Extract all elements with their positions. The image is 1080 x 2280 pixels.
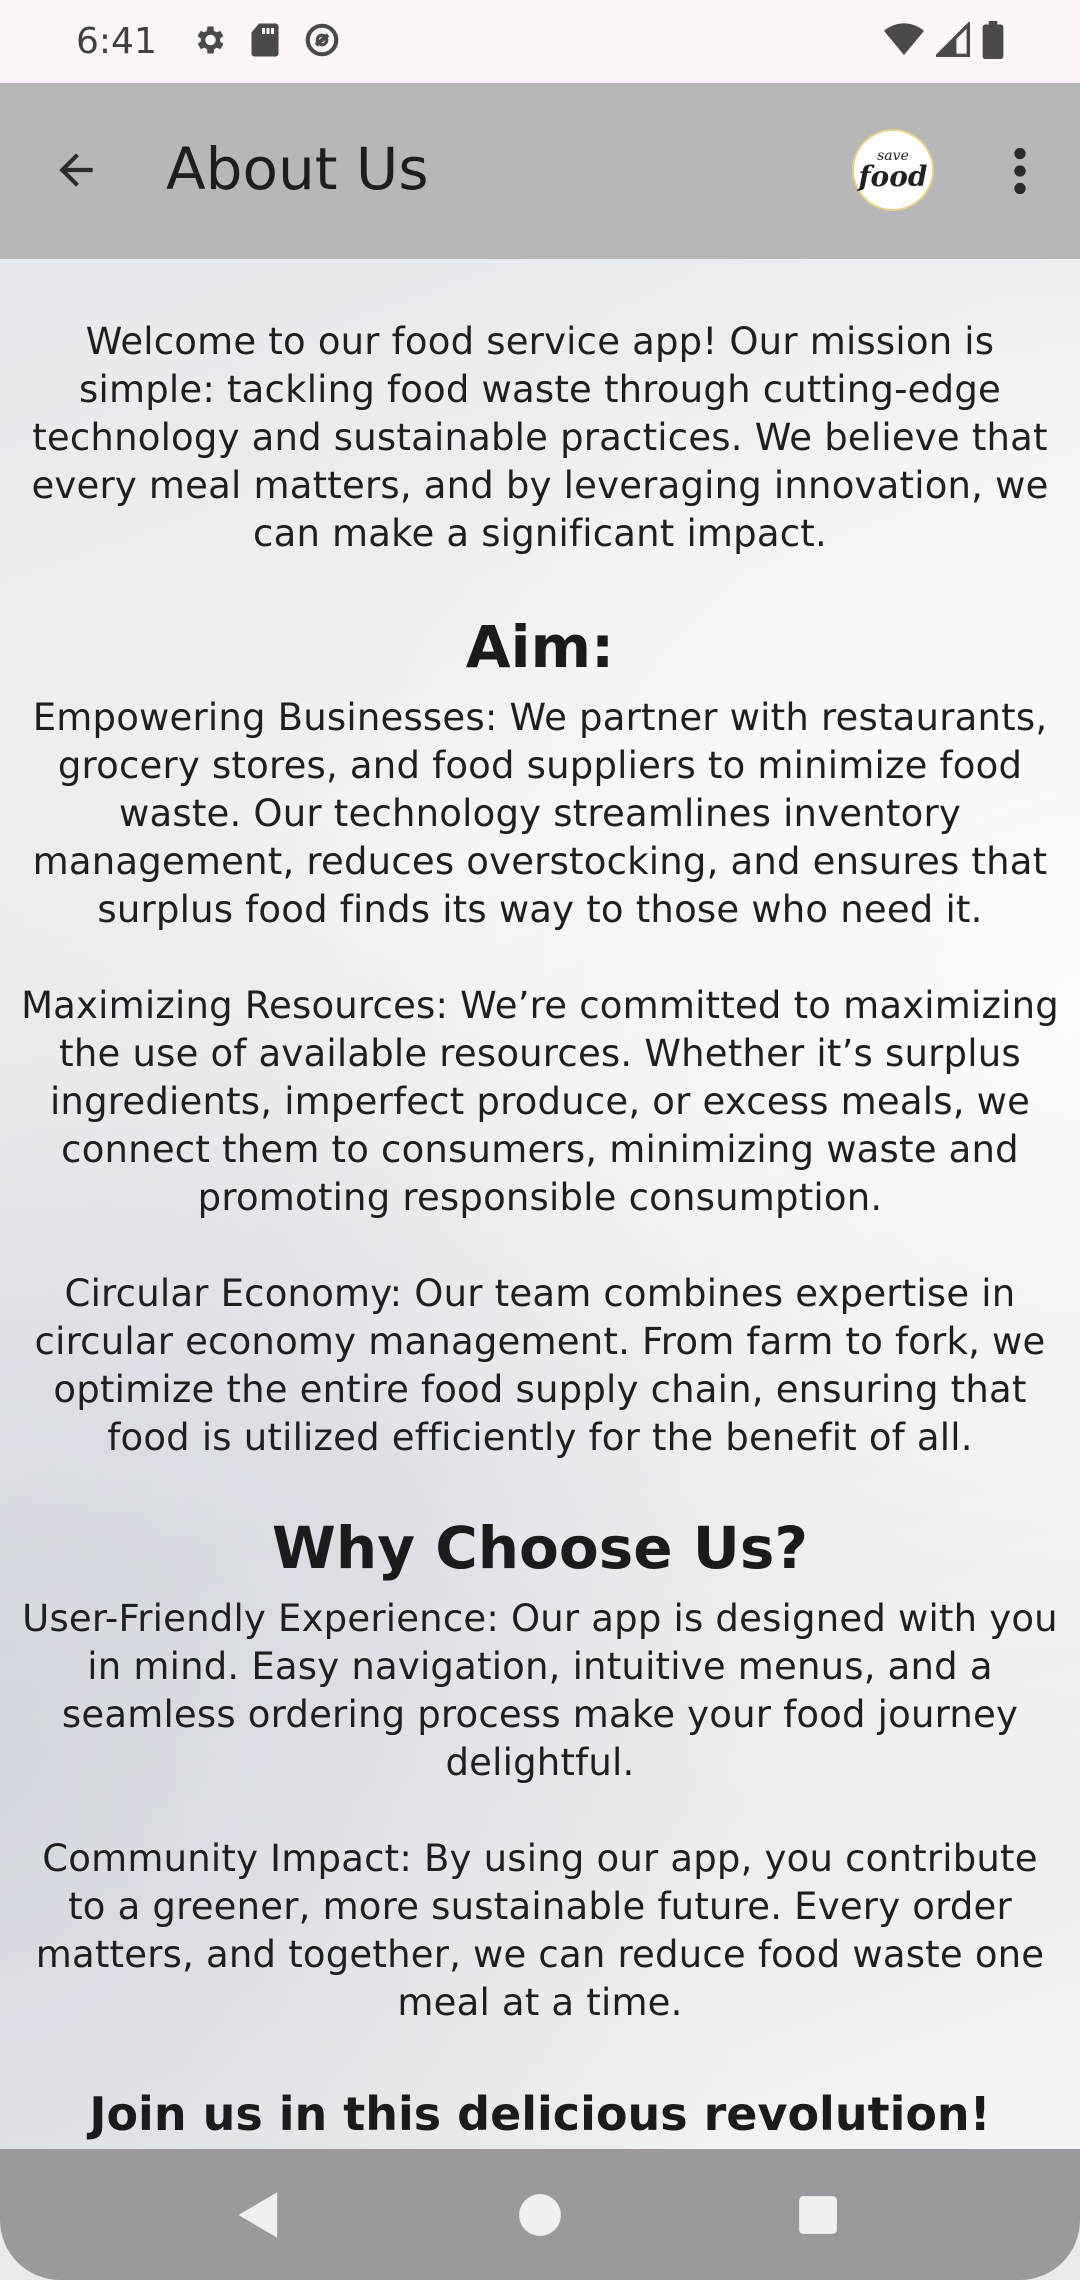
aim-paragraph-businesses: Empowering Businesses: We partner with r… bbox=[32, 696, 1048, 931]
nav-recents-button[interactable] bbox=[786, 2183, 850, 2247]
intro-paragraph: Welcome to our food service app! Our mis… bbox=[31, 320, 1049, 555]
save-food-logo: save food bbox=[852, 129, 934, 211]
home-circle-icon bbox=[519, 2194, 561, 2236]
closing-heading: Join us in this delicious revolution! bbox=[89, 2087, 991, 2141]
back-triangle-icon bbox=[238, 2192, 278, 2238]
do-not-disturb-icon bbox=[303, 21, 341, 63]
why-paragraph-user-friendly: User-Friendly Experience: Our app is des… bbox=[22, 1597, 1058, 1784]
page-title: About Us bbox=[166, 135, 429, 203]
logo-line-1: save bbox=[877, 148, 909, 164]
battery-icon bbox=[982, 20, 1004, 63]
back-button[interactable] bbox=[44, 138, 108, 202]
why-paragraph-community-impact: Community Impact: By using our app, you … bbox=[35, 1837, 1045, 2024]
more-vert-icon bbox=[1014, 147, 1026, 195]
status-time: 6:41 bbox=[76, 21, 157, 62]
aim-paragraph-circular-economy: Circular Economy: Our team combines expe… bbox=[34, 1272, 1046, 1459]
system-nav-bar bbox=[0, 2149, 1080, 2280]
status-icons-right bbox=[884, 20, 1004, 63]
why-choose-us-heading: Why Choose Us? bbox=[271, 1514, 809, 1582]
aim-paragraph-resources: Maximizing Resources: We’re committed to… bbox=[21, 984, 1059, 1219]
wifi-icon bbox=[884, 22, 924, 62]
recents-square-icon bbox=[799, 2196, 837, 2234]
nav-back-button[interactable] bbox=[227, 2183, 291, 2247]
status-icons-left bbox=[191, 21, 341, 63]
status-bar: 6:41 bbox=[0, 0, 1080, 83]
more-options-button[interactable] bbox=[1000, 141, 1040, 201]
gear-icon bbox=[191, 22, 227, 62]
sd-card-icon bbox=[249, 22, 281, 62]
about-content[interactable]: Welcome to our food service app! Our mis… bbox=[0, 259, 1080, 2149]
signal-icon bbox=[933, 20, 970, 62]
logo-line-2: food bbox=[858, 160, 928, 193]
arrow-left-icon bbox=[59, 153, 93, 187]
app-bar: About Us save food bbox=[0, 83, 1080, 259]
aim-heading: Aim: bbox=[465, 613, 615, 681]
nav-home-button[interactable] bbox=[508, 2183, 572, 2247]
